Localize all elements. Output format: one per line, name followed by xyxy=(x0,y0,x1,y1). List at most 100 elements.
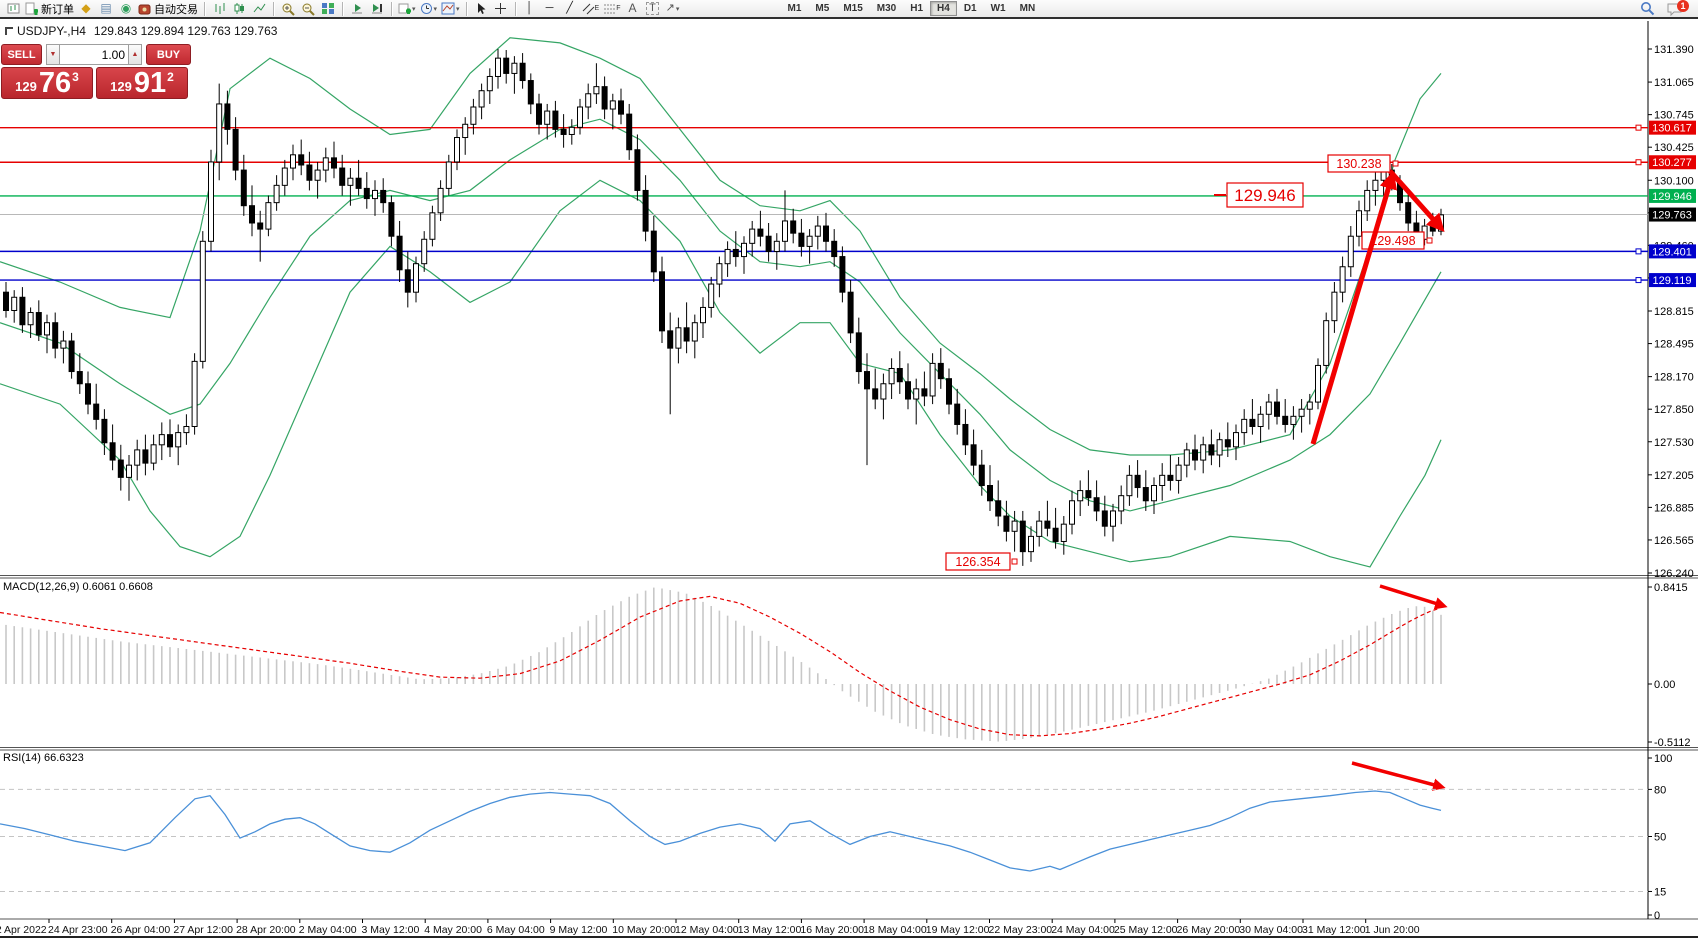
candlestick-chart-type-icon[interactable] xyxy=(229,1,249,17)
main-toolbar: 新订单 ◆ ▤ ◉ 自动交易 xyxy=(0,0,1698,19)
candle-body xyxy=(568,126,575,135)
svg-text:126.240: 126.240 xyxy=(1654,568,1694,580)
channel-tool-icon[interactable]: E xyxy=(580,1,602,17)
candle-body xyxy=(167,434,173,448)
chat-icon[interactable]: 1 xyxy=(1663,0,1689,17)
chart-window-icon[interactable] xyxy=(3,1,23,17)
candle-body xyxy=(421,238,428,265)
candle-body xyxy=(429,212,436,240)
candle-body xyxy=(224,103,231,130)
periods-button[interactable]: ▾ xyxy=(418,1,440,17)
tf-h4-button[interactable]: H4 xyxy=(930,1,957,16)
indicators-button[interactable]: ▾ xyxy=(396,1,418,17)
sell-price-figure: 129 xyxy=(15,79,37,94)
zoom-in-icon[interactable] xyxy=(278,1,298,17)
candle-body xyxy=(659,271,665,332)
line-anchor[interactable] xyxy=(1635,248,1642,255)
signal-icon[interactable]: ◉ xyxy=(120,1,132,15)
history-icon[interactable]: ▤ xyxy=(100,1,112,15)
svg-text:128.815: 128.815 xyxy=(1654,306,1694,318)
line-anchor[interactable] xyxy=(1635,124,1642,131)
tf-mn-button[interactable]: MN xyxy=(1013,1,1043,16)
tf-d1-button[interactable]: D1 xyxy=(957,1,984,16)
tile-windows-icon[interactable] xyxy=(318,1,338,17)
candle-body xyxy=(306,164,313,181)
volume-decrease-button[interactable]: ▼ xyxy=(46,44,60,65)
candle-body xyxy=(1429,225,1436,232)
cursor-tool-icon[interactable] xyxy=(471,1,491,17)
tf-w1-button[interactable]: W1 xyxy=(984,1,1013,16)
line-anchor[interactable] xyxy=(1635,277,1642,284)
annotations-layer[interactable]: 130.238 129.946 129.498 126.354 xyxy=(945,154,1448,791)
templates-button[interactable]: ▾ xyxy=(439,1,462,17)
buy-price-display[interactable]: 129 91 2 xyxy=(96,67,188,99)
svg-text:129.401: 129.401 xyxy=(1652,246,1692,258)
line-chart-type-icon[interactable] xyxy=(249,1,269,17)
ohlc-values: 129.843 129.894 129.763 129.763 xyxy=(93,24,278,38)
candle-body xyxy=(888,367,895,385)
tf-m30-button[interactable]: M30 xyxy=(870,1,903,16)
tf-h1-button[interactable]: H1 xyxy=(903,1,930,16)
svg-text:130.277: 130.277 xyxy=(1652,157,1692,169)
horizontal-line-tool-icon[interactable]: ─ xyxy=(545,2,554,14)
volume-increase-button[interactable]: ▲ xyxy=(128,44,142,65)
auto-scroll-icon[interactable] xyxy=(347,1,367,17)
new-order-button[interactable]: 新订单 xyxy=(23,1,76,17)
vertical-line-tool-icon[interactable]: │ xyxy=(526,2,533,14)
tf-m5-button[interactable]: M5 xyxy=(808,1,836,16)
candle-body xyxy=(675,327,682,349)
candle-body xyxy=(1257,413,1264,427)
trend-arrow-3[interactable] xyxy=(1379,584,1448,610)
zoom-out-icon[interactable] xyxy=(298,1,318,17)
note-anchor[interactable] xyxy=(1011,558,1018,565)
svg-text:24 May 04:00: 24 May 04:00 xyxy=(1051,924,1115,936)
candle-body xyxy=(11,296,18,311)
trend-arrow-4[interactable] xyxy=(1351,761,1446,791)
candle-body xyxy=(158,434,165,446)
line-anchor[interactable] xyxy=(1635,159,1642,166)
svg-text:3 May 12:00: 3 May 12:00 xyxy=(362,924,420,936)
price-note-129.946[interactable] xyxy=(1226,182,1304,208)
tf-m1-button[interactable]: M1 xyxy=(781,1,809,16)
candle-body xyxy=(322,157,329,171)
eraser-icon[interactable]: ◆ xyxy=(81,1,91,15)
auto-trading-button[interactable]: 自动交易 xyxy=(136,1,200,17)
text-tool-icon[interactable]: A xyxy=(628,1,637,15)
trend-arrow-2[interactable] xyxy=(1388,169,1445,233)
candle-body xyxy=(1077,490,1084,502)
sell-price-display[interactable]: 129 76 3 xyxy=(1,67,93,99)
price-note-129.498[interactable] xyxy=(1361,231,1425,250)
svg-text:129.763: 129.763 xyxy=(1652,210,1692,222)
search-icon[interactable] xyxy=(1637,1,1657,17)
candle-body xyxy=(1142,487,1149,502)
candle-body xyxy=(1356,210,1362,237)
shapes-tool-button[interactable]: ↗ ▾ xyxy=(665,2,680,14)
candle-body xyxy=(831,240,838,258)
sell-button[interactable]: SELL xyxy=(1,44,42,65)
candle-body xyxy=(249,205,255,224)
dropdown-caret-icon: ▾ xyxy=(456,5,460,13)
candle-body xyxy=(1052,527,1059,542)
level-lines[interactable] xyxy=(0,124,1648,284)
candle-body xyxy=(1224,439,1231,448)
svg-text:0: 0 xyxy=(1654,910,1660,922)
buy-button[interactable]: BUY xyxy=(146,44,191,65)
chart-shift-icon[interactable] xyxy=(367,1,387,17)
svg-text:130.238: 130.238 xyxy=(1336,157,1381,171)
note-anchor[interactable] xyxy=(1426,237,1433,244)
text-label-tool-icon[interactable]: T xyxy=(643,1,663,17)
trend-arrow-1[interactable] xyxy=(1310,170,1398,445)
bar-chart-type-icon[interactable] xyxy=(209,1,229,17)
note-anchor[interactable] xyxy=(1392,160,1399,167)
candle-body xyxy=(1118,495,1125,512)
crosshair-tool-icon[interactable] xyxy=(491,1,511,17)
fibonacci-tool-icon[interactable]: F xyxy=(601,1,622,17)
candle-body xyxy=(1233,432,1239,448)
candle-body xyxy=(1011,520,1018,532)
price-note-130.238[interactable] xyxy=(1327,154,1391,173)
tf-m15-button[interactable]: M15 xyxy=(836,1,869,16)
volume-input[interactable] xyxy=(60,44,128,65)
trendline-tool-icon[interactable]: ╱ xyxy=(566,2,573,14)
price-note-126.354[interactable] xyxy=(945,552,1011,571)
